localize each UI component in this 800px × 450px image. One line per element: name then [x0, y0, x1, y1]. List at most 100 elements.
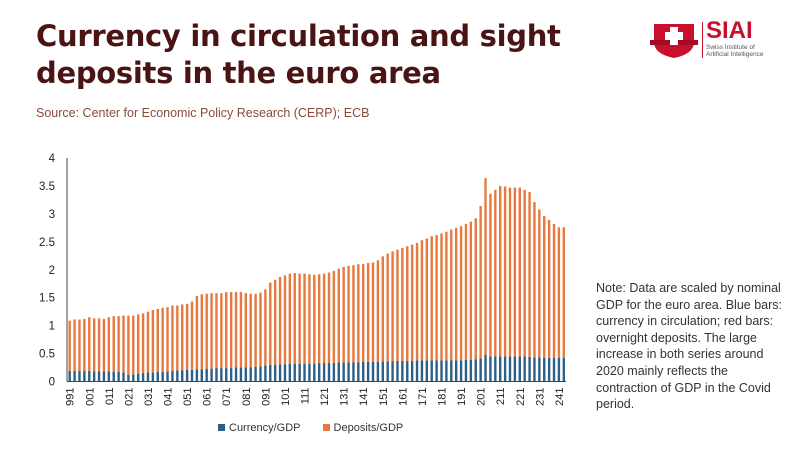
bar-deposits	[151, 309, 155, 373]
x-tick-label: 021	[123, 388, 135, 406]
bar-deposits	[83, 318, 86, 371]
bar-deposits	[220, 293, 223, 369]
bar-deposits	[112, 316, 115, 373]
logo-name: SIAI	[706, 17, 753, 44]
bar-deposits	[127, 315, 130, 375]
bar-currency	[479, 358, 482, 382]
bar-deposits	[547, 220, 551, 359]
bar-deposits	[562, 227, 566, 359]
bar-deposits	[454, 227, 458, 361]
bar-deposits	[484, 178, 487, 355]
bar-deposits	[278, 277, 282, 365]
bar-deposits	[136, 314, 140, 374]
bar-currency	[357, 362, 360, 382]
bar-currency	[234, 367, 238, 382]
bar-currency	[293, 363, 296, 382]
bar-deposits	[337, 268, 340, 363]
bar-deposits	[161, 307, 164, 373]
bar-deposits	[156, 308, 159, 373]
bar-deposits	[190, 301, 194, 370]
legend-swatch-currency	[218, 424, 225, 431]
bar-currency	[508, 356, 512, 382]
bar-currency	[156, 372, 159, 382]
bar-deposits	[273, 279, 277, 365]
bar-currency	[489, 356, 492, 382]
bar-deposits	[210, 293, 213, 369]
bar-deposits	[141, 313, 145, 374]
bar-currency	[146, 372, 150, 382]
bar-currency	[430, 360, 433, 382]
bar-deposits	[215, 293, 218, 369]
bar-deposits	[303, 273, 306, 364]
bar-deposits	[254, 293, 257, 367]
bar-deposits	[440, 233, 443, 361]
bar-deposits	[259, 292, 262, 367]
bar-currency	[440, 360, 443, 382]
bar-currency	[503, 356, 507, 382]
bar-deposits	[68, 320, 71, 371]
bar-currency	[259, 366, 262, 382]
bar-deposits	[322, 273, 326, 364]
siai-logo: SIAI Swiss Institute of Artificial Intel…	[648, 17, 768, 60]
bar-deposits	[249, 293, 252, 368]
legend-label-currency: Currency/GDP	[229, 422, 301, 434]
bar-deposits	[185, 303, 189, 370]
legend-deposits: Deposits/GDP	[322, 422, 403, 434]
bar-deposits	[357, 264, 360, 363]
title-line-1: Currency in circulation and sight	[36, 19, 561, 53]
x-tick-label: 211	[495, 388, 507, 406]
y-tick-label: 4	[49, 153, 56, 165]
bar-currency	[239, 367, 243, 382]
bar-currency	[371, 361, 375, 382]
bar-deposits	[347, 265, 350, 363]
bar-currency	[327, 363, 331, 382]
bar-deposits	[371, 262, 375, 362]
bar-currency	[200, 369, 203, 382]
y-tick-label: 2	[49, 265, 55, 277]
bar-deposits	[494, 189, 497, 357]
bar-currency	[337, 362, 340, 382]
bar-currency	[533, 357, 536, 382]
bar-currency	[283, 364, 287, 382]
bar-deposits	[92, 318, 96, 372]
x-tick-label: 081	[241, 388, 253, 406]
bar-deposits	[288, 273, 292, 364]
bar-deposits	[298, 273, 301, 364]
x-tick-label: 031	[143, 388, 155, 406]
bar-currency	[254, 366, 257, 382]
bar-currency	[185, 369, 189, 382]
bar-deposits	[464, 223, 468, 360]
bar-deposits	[533, 202, 536, 358]
shield-icon	[650, 24, 698, 58]
bar-currency	[166, 371, 169, 382]
bar-deposits	[376, 260, 380, 362]
bar-currency	[141, 373, 145, 382]
bar-currency	[273, 364, 277, 382]
bar-currency	[171, 370, 174, 382]
bar-deposits	[459, 226, 463, 361]
bar-deposits	[88, 317, 91, 371]
bar-deposits	[122, 315, 125, 373]
bar-deposits	[445, 231, 448, 361]
bar-deposits	[381, 256, 384, 362]
bar-deposits	[474, 218, 477, 360]
bar-deposits	[327, 272, 331, 364]
x-tick-label: 141	[358, 388, 370, 406]
page-title: Currency in circulation and sight deposit…	[36, 18, 561, 92]
bar-currency	[381, 361, 384, 382]
y-tick-label: 1.5	[39, 293, 55, 305]
bar-currency	[352, 362, 355, 382]
bar-deposits	[171, 305, 174, 371]
bar-deposits	[166, 307, 169, 372]
x-tick-label: 011	[104, 388, 116, 406]
bar-currency	[117, 372, 120, 382]
bar-currency	[205, 368, 208, 382]
y-tick-label: 1	[49, 321, 55, 333]
bar-deposits	[552, 223, 556, 359]
bar-currency	[195, 369, 199, 382]
bar-currency	[278, 364, 282, 382]
bar-currency	[391, 360, 394, 382]
note-text: Note: Data are scaled by nominal GDP for…	[596, 281, 782, 412]
bar-currency	[435, 360, 438, 382]
bar-deposits	[518, 187, 521, 357]
